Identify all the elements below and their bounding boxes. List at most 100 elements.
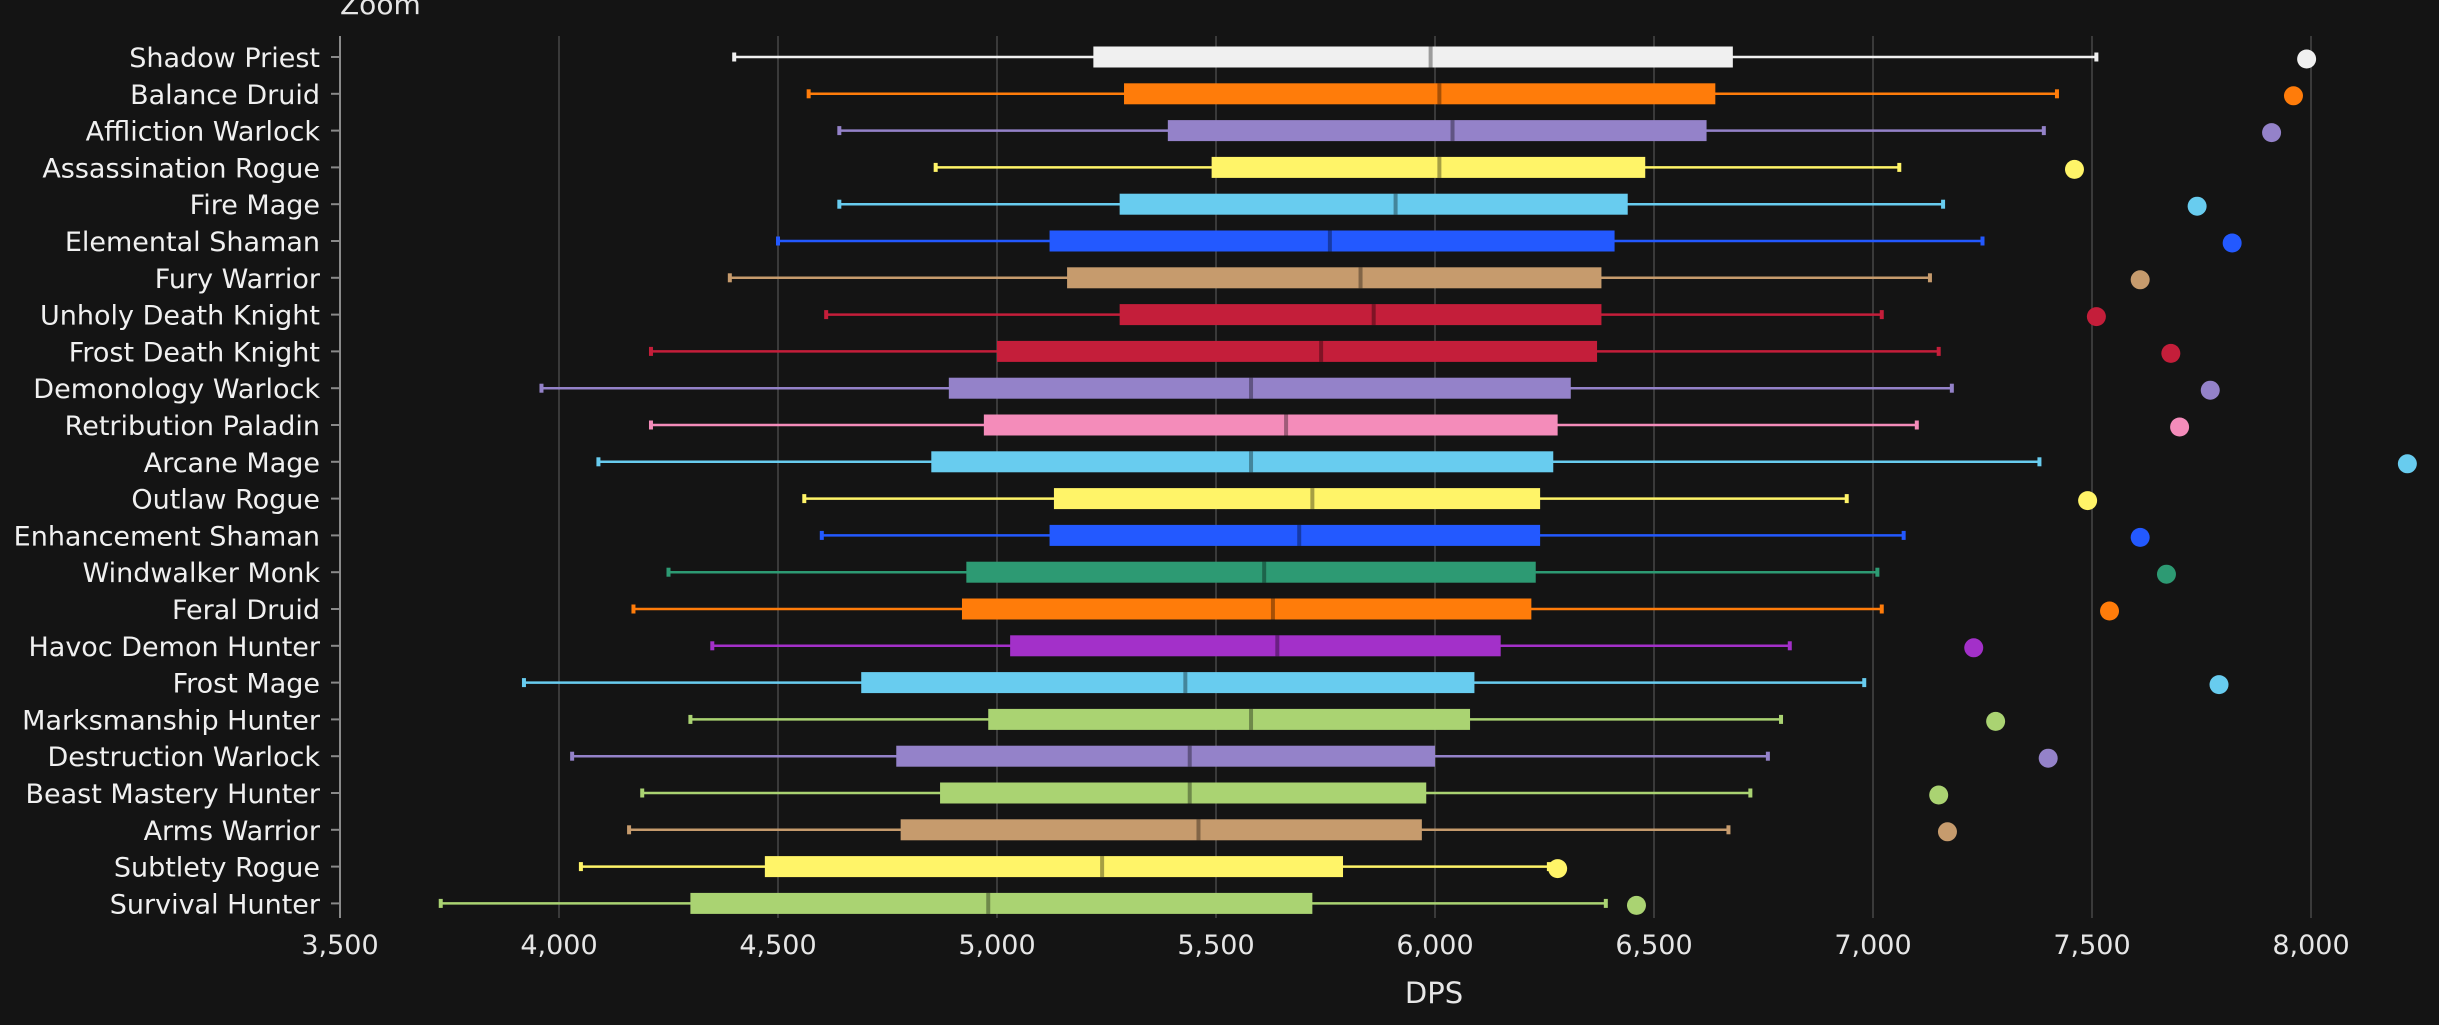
series-row[interactable] <box>819 524 2150 547</box>
y-tick-label: Marksmanship Hunter <box>22 705 321 736</box>
outlier-point[interactable] <box>1548 859 1568 879</box>
x-tick-label: 4,000 <box>520 930 597 961</box>
series-row[interactable] <box>539 377 2220 400</box>
y-tick-label: Fire Mage <box>190 190 320 221</box>
series-row[interactable] <box>688 708 2006 731</box>
y-tick-label: Feral Druid <box>172 595 320 626</box>
outlier-point[interactable] <box>2187 196 2207 216</box>
median-line <box>1187 745 1192 767</box>
outlier-point[interactable] <box>2209 675 2229 695</box>
iqr-box[interactable] <box>1211 156 1646 178</box>
series-row[interactable] <box>710 635 1984 658</box>
series-row[interactable] <box>578 856 1568 879</box>
outlier-point[interactable] <box>1937 822 1957 842</box>
series-row[interactable] <box>837 193 2207 216</box>
iqr-box[interactable] <box>940 782 1427 804</box>
iqr-box[interactable] <box>1119 193 1628 215</box>
median-line <box>1319 340 1324 362</box>
median-line <box>1428 46 1433 68</box>
outlier-point[interactable] <box>2078 491 2098 511</box>
outlier-point[interactable] <box>1929 785 1949 805</box>
iqr-box[interactable] <box>988 708 1471 730</box>
iqr-box[interactable] <box>861 672 1475 694</box>
outlier-point[interactable] <box>2397 454 2417 474</box>
y-tick-label: Retribution Paladin <box>65 411 320 442</box>
iqr-box[interactable] <box>961 598 1532 620</box>
series-row[interactable] <box>570 745 2058 768</box>
x-tick-label: 7,000 <box>1834 930 1911 961</box>
x-tick-label: 5,500 <box>1177 930 1254 961</box>
iqr-box[interactable] <box>948 377 1571 399</box>
outlier-point[interactable] <box>2130 527 2150 547</box>
outlier-point[interactable] <box>2200 380 2220 400</box>
outlier-point[interactable] <box>2262 123 2282 143</box>
y-tick-label: Fury Warrior <box>155 264 321 295</box>
x-tick-label: 5,000 <box>958 930 1035 961</box>
series-row[interactable] <box>596 451 2417 474</box>
series-row[interactable] <box>806 83 2303 106</box>
y-tick-label: Arms Warrior <box>144 816 321 847</box>
outlier-point[interactable] <box>2038 748 2058 768</box>
series-row[interactable] <box>776 230 2242 253</box>
iqr-box[interactable] <box>1053 488 1541 510</box>
series-row[interactable] <box>631 598 2120 621</box>
median-line <box>1249 708 1254 730</box>
outlier-point[interactable] <box>1986 711 2006 731</box>
series-row[interactable] <box>802 488 2098 511</box>
series-row[interactable] <box>824 304 2106 327</box>
series-row[interactable] <box>438 892 1646 915</box>
iqr-box[interactable] <box>966 561 1536 583</box>
outlier-point[interactable] <box>2156 564 2176 584</box>
iqr-box[interactable] <box>690 892 1313 914</box>
median-line <box>1249 377 1254 399</box>
outlier-point[interactable] <box>2161 343 2181 363</box>
iqr-box[interactable] <box>896 745 1435 767</box>
iqr-box[interactable] <box>1049 230 1615 252</box>
series-row[interactable] <box>666 561 2176 584</box>
outlier-point[interactable] <box>2170 417 2190 437</box>
series-row[interactable] <box>727 267 2150 290</box>
y-tick-label: Assassination Rogue <box>42 153 320 184</box>
axes: 3,500 4,000 4,500 5,000 5,500 6,000 6,500 7,000… <box>14 36 2350 961</box>
median-line <box>1450 120 1455 142</box>
y-tick-label: Outlaw Rogue <box>131 485 320 516</box>
outlier-point[interactable] <box>2130 270 2150 290</box>
iqr-box[interactable] <box>1124 83 1716 105</box>
outlier-point[interactable] <box>2297 49 2317 69</box>
outlier-point[interactable] <box>2064 159 2084 179</box>
iqr-box[interactable] <box>900 819 1422 841</box>
y-tick-label: Elemental Shaman <box>65 227 320 258</box>
series-row[interactable] <box>933 156 2084 179</box>
series-row[interactable] <box>521 672 2229 695</box>
iqr-box[interactable] <box>931 451 1554 473</box>
iqr-box[interactable] <box>1093 46 1733 68</box>
iqr-box[interactable] <box>997 340 1598 362</box>
outlier-point[interactable] <box>2283 86 2303 106</box>
series-row[interactable] <box>640 782 1949 805</box>
series-row[interactable] <box>648 340 2181 363</box>
outlier-point[interactable] <box>1964 638 1984 658</box>
outlier-point[interactable] <box>2086 307 2106 327</box>
series-row[interactable] <box>648 414 2190 437</box>
iqr-box[interactable] <box>983 414 1558 436</box>
iqr-box[interactable] <box>1010 635 1501 657</box>
series-row[interactable] <box>837 120 2282 143</box>
y-tick-label: Arcane Mage <box>144 448 320 479</box>
outlier-point[interactable] <box>2222 233 2242 253</box>
y-tick-label: Subtlety Rogue <box>114 853 320 884</box>
iqr-box[interactable] <box>1119 304 1602 326</box>
x-tick-label: 4,500 <box>739 930 816 961</box>
x-tick-label: 8,000 <box>2272 930 2349 961</box>
median-line <box>1327 230 1332 252</box>
series-row[interactable] <box>732 46 2317 69</box>
iqr-box[interactable] <box>1049 524 1541 546</box>
series-row[interactable] <box>627 819 1957 842</box>
outlier-point[interactable] <box>1626 895 1646 915</box>
iqr-box[interactable] <box>764 856 1344 878</box>
outlier-point[interactable] <box>2100 601 2120 621</box>
median-line <box>1310 488 1315 510</box>
zoom-label[interactable]: Zoom <box>340 0 421 21</box>
iqr-box[interactable] <box>1167 120 1707 142</box>
iqr-box[interactable] <box>1067 267 1602 289</box>
